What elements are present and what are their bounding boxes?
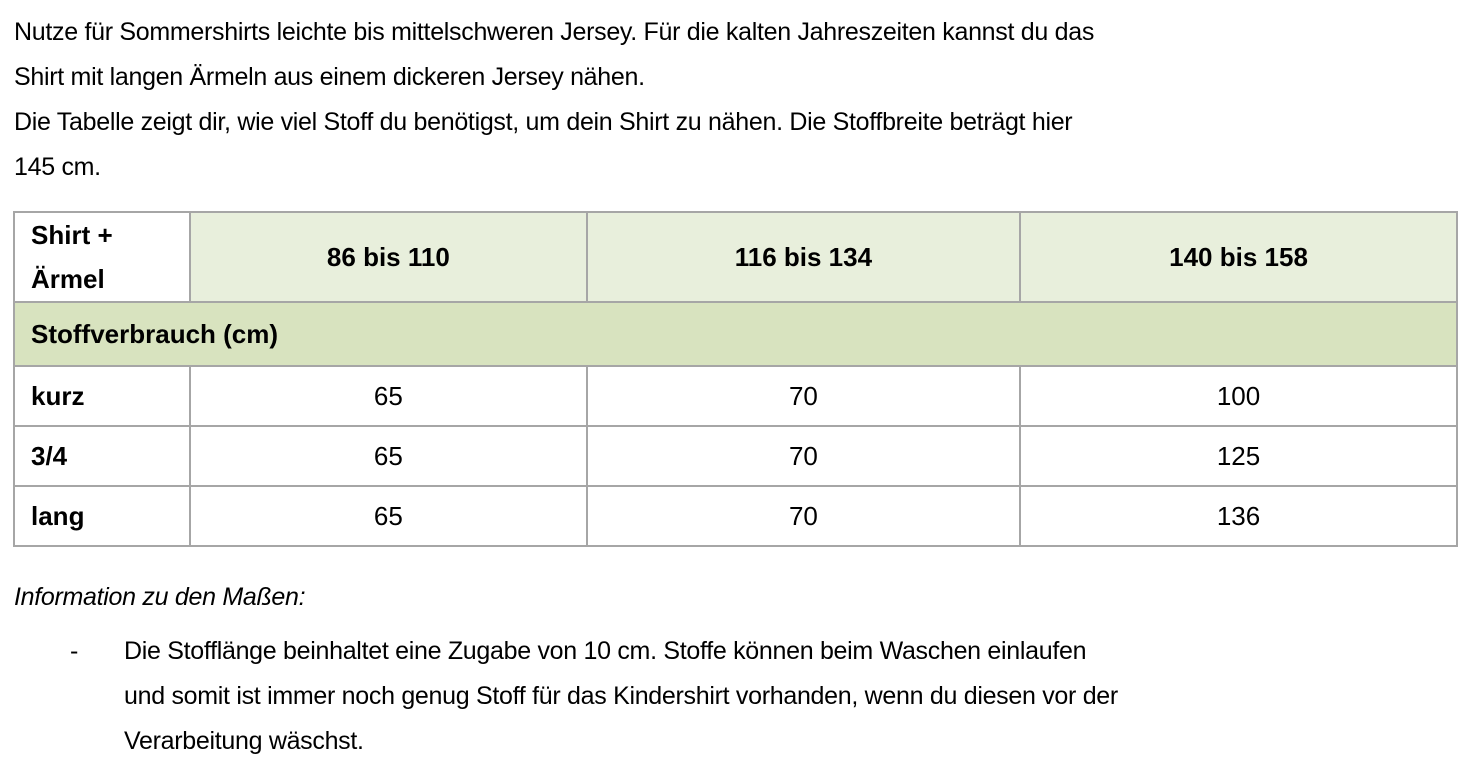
intro-line: Shirt mit langen Ärmeln aus einem dicker… [14,63,645,91]
row-label: kurz [13,365,191,427]
info-heading: Information zu den Maßen: [14,583,306,611]
intro-line: 145 cm. [14,153,101,181]
table-row: 3/4 65 70 125 [13,425,1458,487]
note-line: und somit ist immer noch genug Stoff für… [124,682,1118,710]
intro-line: Die Tabelle zeigt dir, wie viel Stoff du… [14,108,1073,136]
table-cell: 125 [1019,425,1458,487]
table-cell: 65 [189,365,588,427]
size-header: 116 bis 134 [585,211,1022,303]
corner-line: Shirt + [31,220,113,250]
intro-line: Nutze für Sommershirts leichte bis mitte… [14,18,1095,46]
fabric-consumption-table: Shirt + Ärmel 86 bis 110 116 bis 134 140… [13,211,1458,547]
note-line: Die Stofflänge beinhaltet eine Zugabe vo… [124,637,1087,665]
section-label: Stoffverbrauch (cm) [13,301,1458,367]
table-cell: 70 [585,365,1022,427]
size-header: 86 bis 110 [189,211,588,303]
table-cell: 65 [189,425,588,487]
note-line: Verarbeitung wäschst. [124,727,364,755]
corner-cell: Shirt + Ärmel [13,211,191,303]
note-text: Die Stofflänge beinhaltet eine Zugabe vo… [124,629,1414,764]
corner-line: Ärmel [31,264,105,294]
table-cell: 100 [1019,365,1458,427]
table-row: kurz 65 70 100 [13,365,1458,427]
table-header-row: Shirt + Ärmel 86 bis 110 116 bis 134 140… [13,211,1458,303]
section-row: Stoffverbrauch (cm) [13,301,1458,367]
table-row: lang 65 70 136 [13,485,1458,547]
intro-paragraph: Nutze für Sommershirts leichte bis mitte… [14,10,1454,190]
row-label: lang [13,485,191,547]
table-cell: 70 [585,425,1022,487]
size-header: 140 bis 158 [1019,211,1458,303]
row-label: 3/4 [13,425,191,487]
table-cell: 65 [189,485,588,547]
bullet-dash: - [70,637,79,665]
table-cell: 70 [585,485,1022,547]
table-cell: 136 [1019,485,1458,547]
